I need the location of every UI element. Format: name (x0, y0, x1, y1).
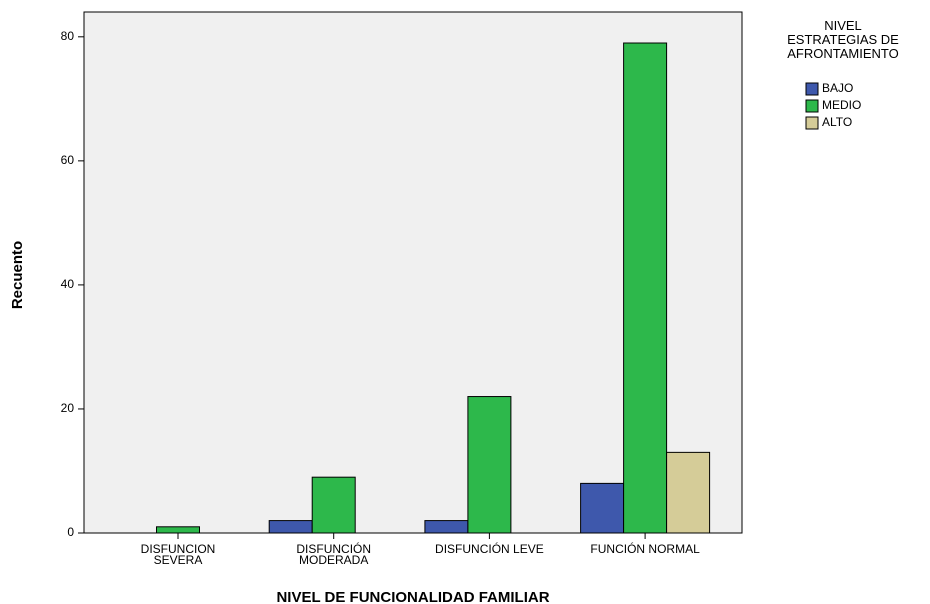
bar (424, 520, 469, 534)
bar (311, 476, 356, 534)
bar (156, 526, 200, 534)
bar (666, 451, 711, 534)
bar (623, 42, 668, 534)
y-axis-title: Recuento (9, 241, 26, 309)
x-tick-label: FUNCIÓN NORMAL (590, 541, 700, 556)
legend-swatch (805, 82, 819, 96)
y-tick-label: 60 (61, 153, 75, 167)
y-tick-label: 40 (61, 277, 75, 291)
x-axis-title: NIVEL DE FUNCIONALIDAD FAMILIAR (276, 589, 549, 604)
y-tick-label: 20 (61, 401, 75, 415)
legend-swatch (805, 116, 819, 130)
legend-label: ALTO (822, 115, 852, 129)
legend-label: BAJO (822, 81, 853, 95)
x-tick-label: DISFUNCIÓN MODERADA (296, 541, 371, 567)
y-tick-label: 80 (61, 29, 75, 43)
x-tick-label: DISFUNCION SEVERA (141, 542, 216, 567)
bar (268, 520, 313, 534)
bar (467, 396, 512, 534)
legend-label: MEDIO (822, 98, 861, 112)
x-tick-label: DISFUNCIÓN LEVE (435, 541, 544, 556)
bar (580, 482, 625, 534)
legend-title: NIVEL ESTRATEGIAS DE AFRONTAMIENTO (787, 18, 899, 61)
legend-swatch (805, 99, 819, 113)
y-tick-label: 0 (67, 525, 74, 539)
